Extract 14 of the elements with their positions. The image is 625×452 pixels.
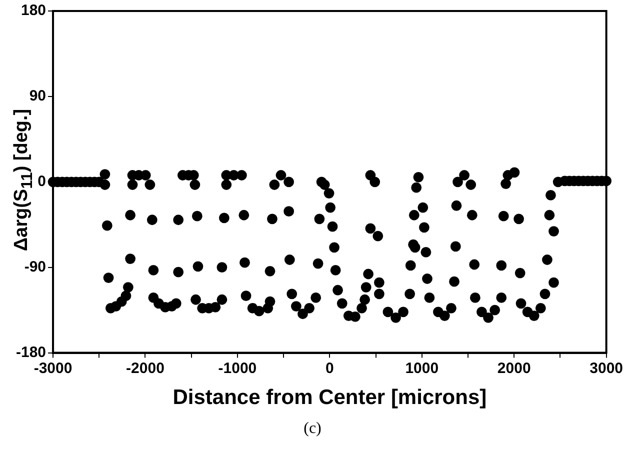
x-tick-label: -1000	[218, 360, 257, 377]
x-tick-label: 1000	[405, 360, 439, 377]
x-tick-label: 2000	[497, 360, 531, 377]
x-tick-label: -3000	[34, 360, 72, 377]
y-tick-label: -90	[24, 258, 46, 276]
x-axis-title: Distance from Center [microns]	[172, 386, 487, 410]
x-tick-label: 3000	[590, 360, 624, 377]
y-tick-label: 90	[29, 88, 46, 105]
y-tick-label: -180	[16, 344, 46, 361]
x-tick-label: -2000	[126, 360, 164, 377]
x-tick-label: 0	[325, 360, 334, 377]
y-tick-label: 180	[20, 2, 46, 20]
text: (c)	[302, 420, 322, 438]
y-tick-label: 0	[38, 173, 46, 190]
